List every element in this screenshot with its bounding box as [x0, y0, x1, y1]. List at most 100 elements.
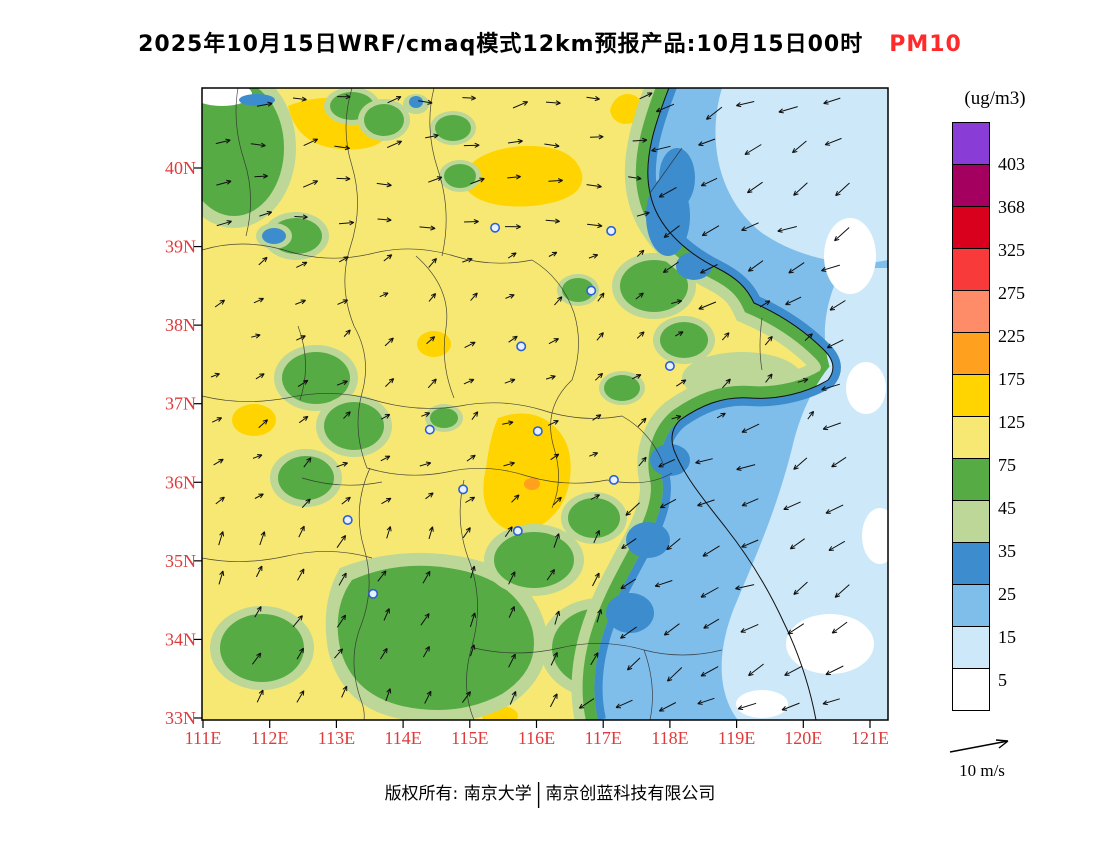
wind-arrow — [377, 217, 392, 223]
axis-label: 40N — [165, 158, 196, 178]
wind-arrow — [658, 186, 677, 198]
wind-arrow — [737, 702, 757, 711]
wind-arrow — [671, 299, 683, 305]
colorbar-cell — [952, 500, 990, 543]
wind-arrow — [831, 621, 848, 634]
axis-label: 115E — [451, 728, 488, 748]
wind-arrow — [470, 565, 476, 579]
wind-arrow — [829, 300, 846, 311]
wind-arrow — [638, 456, 647, 467]
inland-low-spots — [202, 88, 429, 249]
wind-arrow — [464, 219, 479, 225]
colorbar-cell — [952, 626, 990, 669]
wind-arrow — [590, 652, 599, 666]
wind-arrow — [825, 504, 844, 514]
wind-arrow — [503, 461, 515, 467]
wind-arrow — [793, 457, 808, 470]
wind-arrow — [554, 610, 561, 625]
wind-arrow — [651, 145, 671, 153]
wind-arrow — [578, 698, 595, 709]
wind-arrow — [698, 301, 717, 310]
axis-label: 35N — [165, 551, 196, 571]
wind-arrow — [783, 501, 801, 510]
wind-arrow — [666, 538, 681, 551]
wind-arrow — [258, 256, 268, 266]
wind-arrow — [545, 218, 560, 224]
wind-arrow — [705, 106, 723, 120]
wind-arrow — [254, 493, 264, 499]
colorbar-cell — [952, 248, 990, 291]
wind-arrow — [508, 571, 516, 585]
colorbar-cell — [952, 374, 990, 417]
wind-arrow — [256, 689, 264, 703]
title-species: PM10 — [889, 32, 962, 57]
wind-arrow — [823, 97, 841, 105]
colorbar-cell — [952, 584, 990, 627]
colorbar-unit-label: (ug/m3) — [964, 88, 1026, 109]
wind-arrow — [462, 95, 476, 101]
wind-arrow — [259, 531, 266, 546]
wind-arrow — [702, 545, 720, 557]
wind-arrow — [635, 292, 644, 300]
wind-arrow — [469, 612, 476, 628]
wind-arrow — [807, 410, 815, 420]
wind-arrow — [383, 608, 390, 621]
wind-arrow — [336, 614, 347, 628]
wind-arrow — [615, 699, 633, 709]
station-marker — [516, 341, 527, 352]
wind-reference: 10 m/s — [946, 736, 1036, 781]
wind-arrow — [337, 94, 351, 100]
station-marker — [586, 285, 597, 296]
wind-arrow — [550, 652, 558, 666]
wind-arrow — [671, 414, 682, 420]
wind-arrow — [471, 411, 479, 420]
wind-arrow — [655, 103, 675, 113]
wind-arrow — [334, 648, 344, 659]
wind-arrow — [256, 101, 273, 107]
wind-arrow — [387, 96, 402, 104]
wind-arrow — [550, 453, 560, 461]
wind-arrow — [386, 140, 403, 149]
wind-arrow — [507, 252, 517, 259]
wind-arrow — [297, 379, 309, 388]
lon-axis: 111E 112E 113E 114E 115E 116E 117E 118E 119E 120E… — [185, 728, 889, 748]
wind-arrow — [428, 526, 434, 540]
wind-arrow — [659, 498, 677, 509]
wind-arrow — [338, 256, 349, 263]
axis-label: 34N — [165, 629, 196, 649]
colorbar-tick-label: 368 — [998, 197, 1025, 217]
wind-arrow — [547, 420, 559, 426]
wind-arrow — [735, 101, 755, 108]
wind-arrow — [292, 96, 307, 102]
wind-arrow — [303, 138, 319, 147]
wind-arrow — [747, 260, 764, 272]
wind-arrow — [505, 294, 515, 299]
wind-arrow — [548, 338, 559, 345]
wind-arrow — [797, 378, 809, 383]
colorbar-tick-label: 75 — [998, 455, 1016, 475]
colorbar-cell — [952, 416, 990, 459]
wind-arrow — [822, 698, 840, 706]
wind-arrow — [425, 492, 434, 500]
wind-arrow — [419, 225, 436, 231]
colorbar-cell — [952, 164, 990, 207]
wind-arrow — [545, 375, 556, 380]
wind-arrow — [831, 456, 847, 468]
wind-arrow — [512, 101, 529, 109]
wind-arrow — [214, 299, 226, 308]
footer-separator: | — [535, 779, 542, 809]
gold-region — [232, 94, 642, 720]
wind-arrow — [698, 138, 716, 147]
wind-arrow — [586, 95, 600, 102]
wind-arrow — [336, 380, 348, 386]
wind-arrow — [251, 652, 262, 665]
wind-arrow — [741, 222, 759, 231]
wind-arrow — [716, 412, 726, 419]
wind-arrow — [292, 615, 303, 628]
station-marker — [606, 225, 617, 236]
colorbar-tick-label: 5 — [998, 670, 1007, 690]
axis-label: 114E — [384, 728, 421, 748]
wind-arrow — [381, 413, 391, 420]
colorbar-tick-label: 35 — [998, 541, 1016, 561]
wind-arrow — [341, 496, 351, 505]
